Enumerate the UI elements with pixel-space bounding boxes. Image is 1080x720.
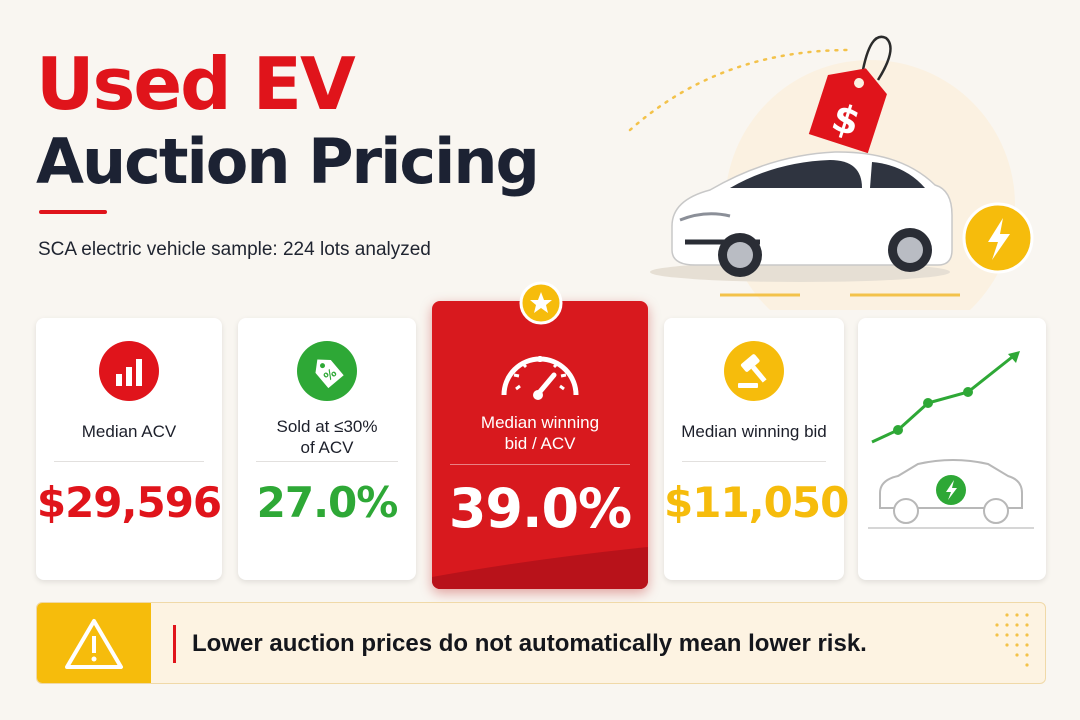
card-label-line-1: Median winning [480, 413, 600, 432]
card-divider [682, 461, 826, 462]
card-label: Median winning bid / ACV [432, 412, 648, 454]
card-label: Median winning bid [681, 422, 827, 441]
star-icon [518, 280, 564, 326]
stat-card-sold-under-30: % Sold at ≤30% of ACV 27.0% [238, 318, 416, 580]
trend-up-ev-car-icon [868, 351, 1034, 529]
card-divider [450, 464, 630, 465]
stat-card-median-acv: Median ACV $29,596 [36, 318, 222, 580]
lightning-bolt-icon [962, 202, 1034, 274]
card-wave-decoration [432, 547, 648, 589]
card-value: 39.0% [448, 477, 632, 540]
card-label-line-1: Sold at ≤30% [276, 417, 378, 436]
subtitle: SCA electric vehicle sample: 224 lots an… [38, 239, 431, 260]
hero-illustration: $ [600, 20, 1070, 350]
warning-text: Lower auction prices do not automaticall… [192, 630, 867, 657]
card-value: $11,050 [664, 478, 849, 527]
card-divider [256, 461, 398, 462]
speedometer-icon [492, 339, 588, 401]
card-label: Sold at ≤30% of ACV [238, 416, 416, 458]
warning-triangle-icon [65, 619, 123, 669]
title-line-1: Used EV [36, 42, 356, 126]
warning-banner: Lower auction prices do not automaticall… [36, 602, 1046, 684]
electric-car-icon [650, 151, 953, 282]
warning-icon-box [37, 603, 151, 683]
card-label: Median ACV [81, 422, 177, 441]
title-line-2: Auction Pricing [36, 125, 540, 198]
card-divider [54, 461, 204, 462]
warning-accent-bar [173, 625, 176, 663]
title-underline [39, 210, 107, 214]
dot-pattern-decoration [995, 613, 1029, 667]
card-label-line-2: of ACV [300, 438, 354, 457]
card-label-line-2: bid / ACV [504, 434, 576, 453]
percent-tag-icon: % [297, 341, 357, 401]
trend-illustration-card [858, 318, 1046, 580]
card-value: 27.0% [256, 478, 399, 527]
price-tag-icon: $ [808, 35, 892, 154]
bar-chart-icon [99, 341, 159, 401]
card-value: $29,596 [36, 478, 222, 527]
stat-card-bid-to-acv: Median winning bid / ACV 39.0% [432, 301, 648, 589]
stat-card-median-bid: Median winning bid $11,050 [664, 318, 849, 580]
gavel-icon [724, 341, 784, 401]
